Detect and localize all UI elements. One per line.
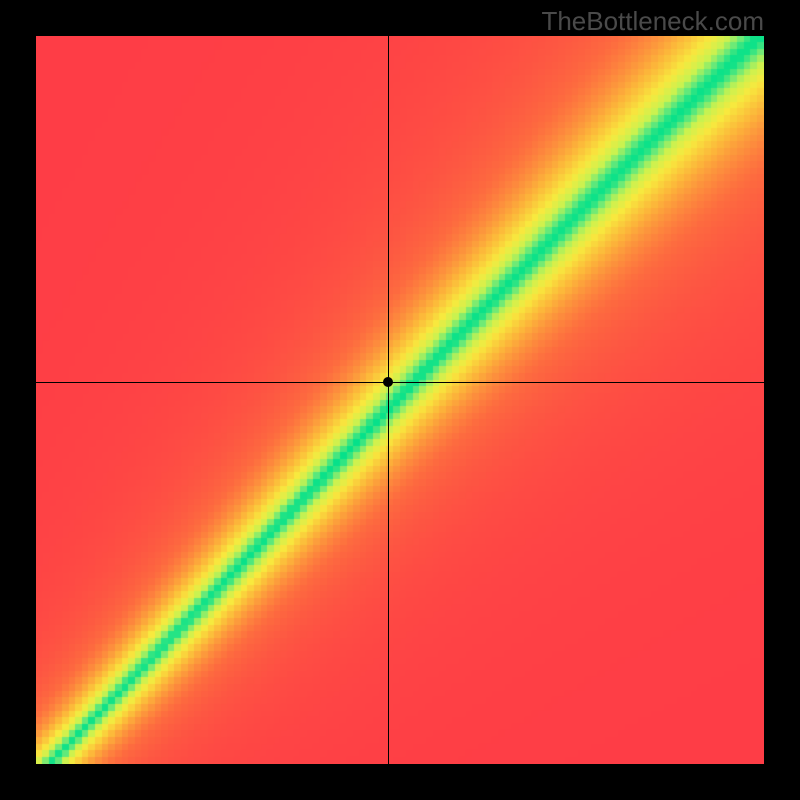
bottleneck-heatmap [36, 36, 764, 764]
crosshair-vertical [388, 36, 389, 764]
watermark-text: TheBottleneck.com [541, 6, 764, 37]
crosshair-marker [383, 377, 393, 387]
chart-container: TheBottleneck.com [0, 0, 800, 800]
crosshair-horizontal [36, 382, 764, 383]
